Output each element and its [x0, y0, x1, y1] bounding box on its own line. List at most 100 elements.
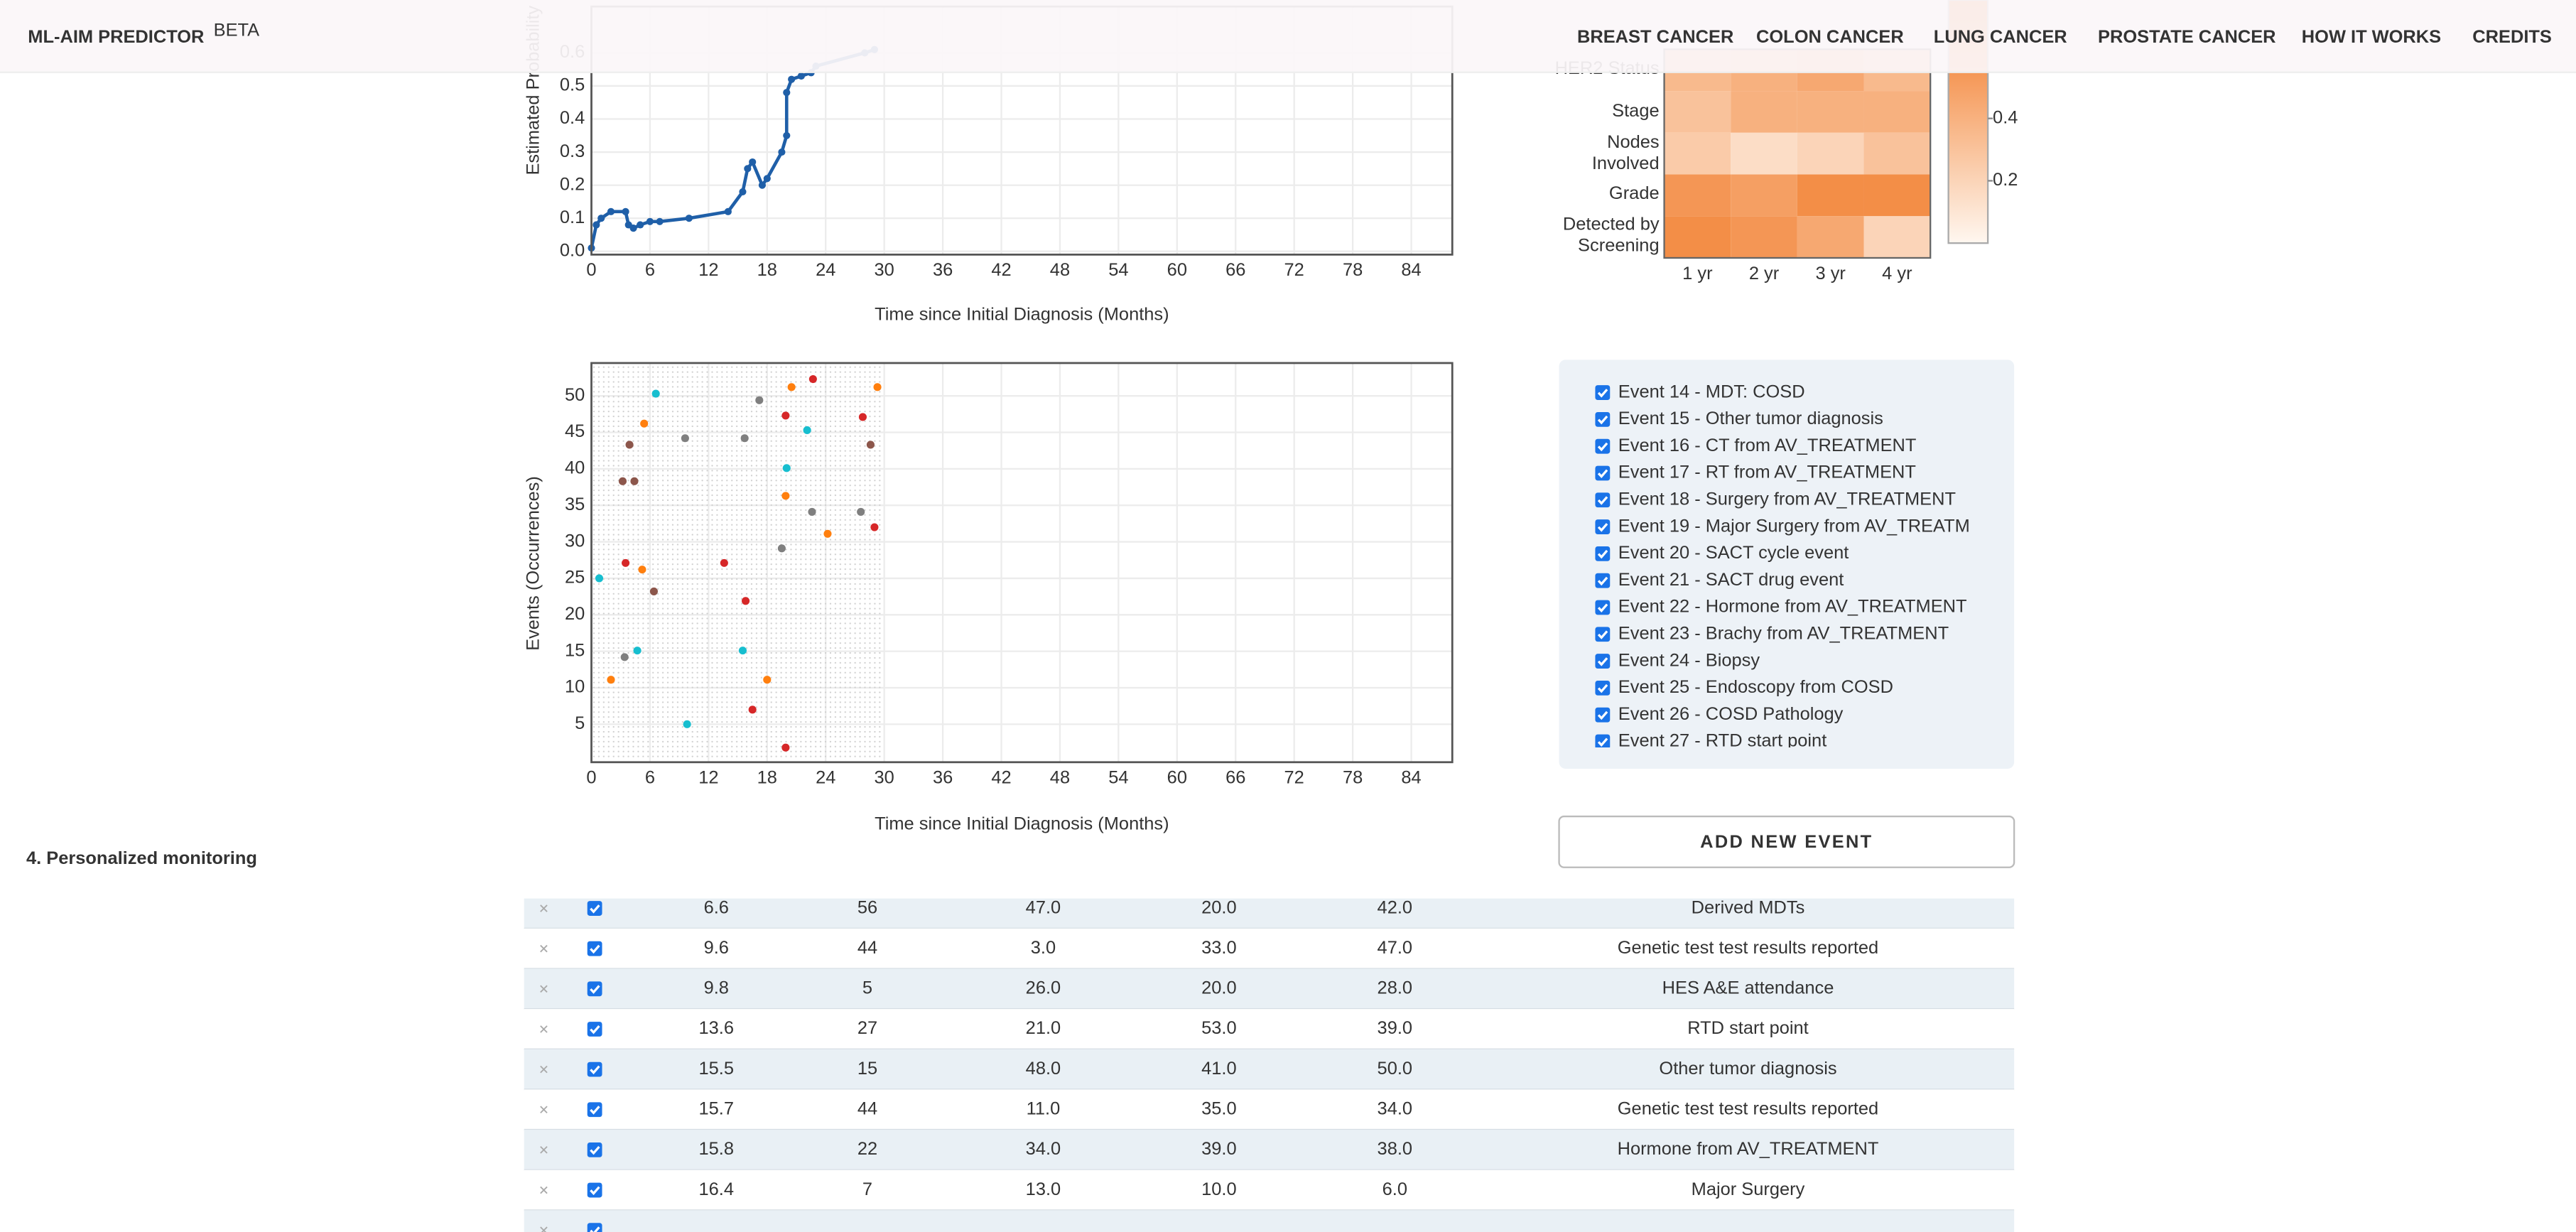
table-cell: 56: [857, 897, 877, 917]
x-axis-label: Time since Initial Diagnosis (Months): [875, 814, 1169, 833]
scatter-point: [618, 477, 627, 485]
brand[interactable]: ML-AIM PREDICTOR: [28, 27, 204, 47]
table-cell: Derived MDTs: [1692, 897, 1805, 917]
event-item[interactable]: Event 15 - Other tumor diagnosis: [1618, 409, 1883, 428]
table-cell: HES A&E attendance: [1662, 978, 1834, 998]
scatter-point: [640, 419, 649, 428]
table-row: [524, 968, 2015, 1010]
delete-icon[interactable]: [540, 1065, 548, 1074]
checkbox[interactable]: [587, 1022, 602, 1037]
event-item[interactable]: Event 14 - MDT: COSD: [1618, 382, 1805, 401]
y-tick-label: 20: [565, 604, 585, 624]
nav-link[interactable]: LUNG CANCER: [1934, 27, 2067, 47]
event-panel: [1559, 360, 2015, 769]
checkbox[interactable]: [1595, 573, 1611, 588]
table-cell: 27: [857, 1018, 877, 1038]
event-item[interactable]: Event 22 - Hormone from AV_TREATMENT: [1618, 597, 1967, 617]
line-point: [592, 221, 600, 229]
event-item[interactable]: Event 18 - Surgery from AV_TREATMENT: [1618, 489, 1956, 509]
x-tick-label: 36: [933, 260, 953, 280]
scatter-point: [781, 743, 790, 752]
checkbox[interactable]: [587, 901, 602, 916]
event-item[interactable]: Event 17 - RT from AV_TREATMENT: [1618, 463, 1916, 482]
delete-icon[interactable]: [540, 1106, 548, 1114]
checkbox[interactable]: [1595, 680, 1611, 696]
x-tick-label: 6: [645, 768, 655, 788]
table-row: [524, 1049, 2015, 1090]
scatter-point: [620, 653, 629, 661]
delete-icon[interactable]: [540, 1226, 548, 1232]
x-tick-label: 72: [1284, 260, 1304, 280]
x-tick-label: 60: [1167, 260, 1187, 280]
heatmap-cell: [1797, 91, 1864, 133]
table-cell: 5: [862, 978, 872, 998]
heatmap-cell: [1664, 174, 1731, 217]
delete-icon[interactable]: [540, 1186, 548, 1194]
line-point: [724, 207, 732, 215]
add-event-button[interactable]: [1558, 815, 2015, 868]
heatmap-cell: [1664, 91, 1731, 133]
checkbox[interactable]: [1595, 519, 1611, 534]
checkbox[interactable]: [1595, 411, 1611, 427]
checkbox[interactable]: [1595, 627, 1611, 642]
y-axis-label: Events (Occurrences): [523, 476, 543, 651]
checkbox[interactable]: [587, 981, 602, 997]
table-cell: 41.0: [1201, 1059, 1236, 1079]
heatmap-cell: [1731, 216, 1797, 258]
nav-link[interactable]: PROSTATE CANCER: [2098, 27, 2275, 47]
checkbox[interactable]: [587, 1182, 602, 1198]
line-point: [744, 165, 752, 173]
x-tick-label: 84: [1401, 768, 1421, 788]
checkbox[interactable]: [1595, 385, 1611, 400]
checkbox[interactable]: [587, 941, 602, 956]
delete-icon[interactable]: [540, 985, 548, 993]
table-cell: 34.0: [1378, 1098, 1412, 1118]
table-cell: 39.0: [1378, 1018, 1412, 1038]
event-item[interactable]: Event 16 - CT from AV_TREATMENT: [1618, 436, 1917, 455]
x-tick-label: 6: [645, 260, 655, 280]
event-item[interactable]: Event 21 - SACT drug event: [1618, 570, 1844, 590]
line-point: [788, 75, 796, 83]
event-item[interactable]: Event 19 - Major Surgery from AV_TREATM: [1618, 516, 1970, 536]
checkbox[interactable]: [1595, 546, 1611, 561]
checkbox[interactable]: [1595, 492, 1611, 508]
event-item[interactable]: Event 27 - RTD start point: [1618, 731, 1827, 751]
x-tick-label: 24: [816, 768, 835, 788]
x-tick-label: 78: [1343, 768, 1363, 788]
heatmap-cell: [1797, 132, 1864, 175]
checkbox[interactable]: [1595, 438, 1611, 454]
checkbox[interactable]: [587, 1102, 602, 1118]
delete-icon[interactable]: [540, 1025, 548, 1033]
delete-icon[interactable]: [540, 944, 548, 953]
delete-icon[interactable]: [540, 1146, 548, 1154]
scatter-point: [738, 647, 747, 655]
scatter-point: [651, 389, 660, 398]
delete-icon[interactable]: [540, 904, 548, 912]
table-cell: 39.0: [1201, 1139, 1236, 1159]
event-item[interactable]: Event 24 - Biopsy: [1618, 650, 1760, 670]
event-item[interactable]: Event 25 - Endoscopy from COSD: [1618, 677, 1893, 697]
checkbox[interactable]: [1595, 707, 1611, 723]
checkbox[interactable]: [1595, 600, 1611, 615]
event-item[interactable]: Event 26 - COSD Pathology: [1618, 704, 1844, 724]
checkbox[interactable]: [1595, 734, 1611, 750]
checkbox[interactable]: [1595, 465, 1611, 481]
table-row: [524, 1009, 2015, 1049]
event-item[interactable]: Event 20 - SACT cycle event: [1618, 543, 1849, 563]
x-tick-label: 30: [875, 260, 894, 280]
table-cell: 35.0: [1201, 1098, 1236, 1118]
checkbox[interactable]: [587, 1142, 602, 1157]
scatter-point: [781, 492, 790, 500]
nav-link[interactable]: HOW IT WORKS: [2302, 27, 2441, 47]
y-tick-label: 45: [565, 421, 585, 441]
event-item[interactable]: Event 23 - Brachy from AV_TREATMENT: [1618, 623, 1949, 643]
nav-link[interactable]: COLON CANCER: [1756, 27, 1904, 47]
scatter-point: [681, 434, 689, 443]
scatter-point: [873, 383, 882, 391]
nav-link[interactable]: BREAST CANCER: [1577, 27, 1733, 47]
nav-link[interactable]: CREDITS: [2472, 27, 2552, 47]
checkbox[interactable]: [587, 1061, 602, 1077]
table-row: [524, 928, 2015, 969]
checkbox[interactable]: [1595, 654, 1611, 669]
